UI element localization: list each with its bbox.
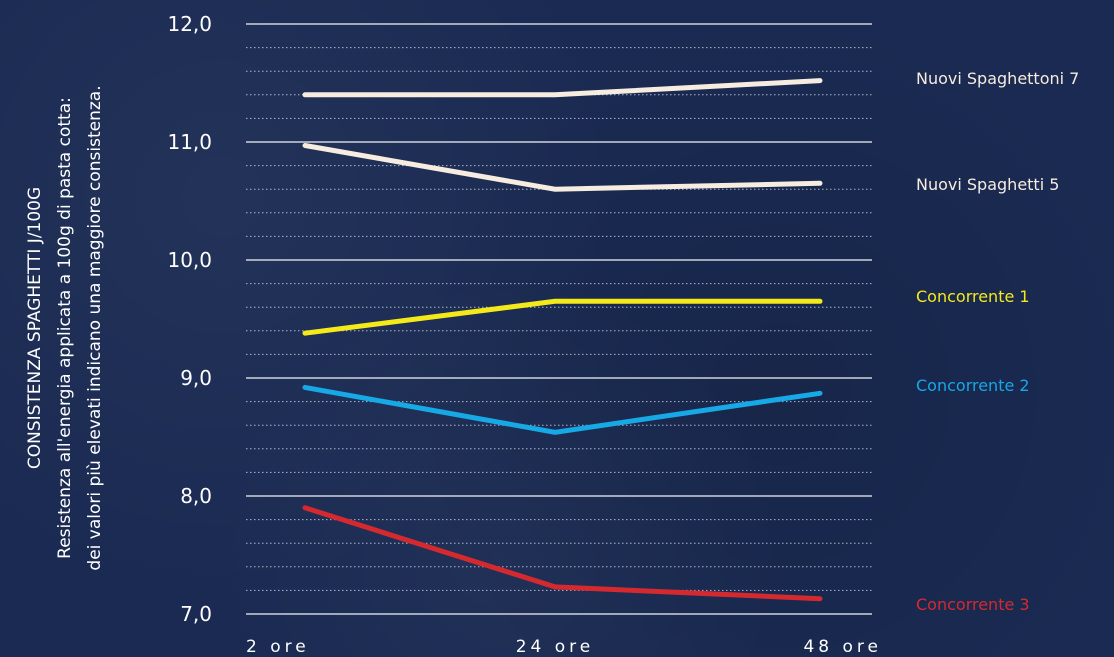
y-axis-ticks: 12,0 11,0 10,0 9,0 8,0 7,0 xyxy=(167,12,212,626)
y-axis-title: CONSISTENZA SPAGHETTI J/100G Resistenza … xyxy=(25,85,105,570)
x-tick-label: 2 ore xyxy=(246,637,310,657)
y-axis-label: CONSISTENZA SPAGHETTI J/100G xyxy=(25,187,45,469)
series-line-2 xyxy=(302,143,823,192)
y-tick-label: 7,0 xyxy=(180,602,212,626)
y-tick-label: 12,0 xyxy=(167,12,212,36)
x-tick-label: 24 ore xyxy=(516,637,595,657)
y-tick-label: 8,0 xyxy=(180,484,212,508)
x-tick-label: 48 ore xyxy=(803,637,882,657)
legend-entry-1: Nuovi Spaghettoni 7 xyxy=(916,69,1079,88)
series-line-1 xyxy=(302,78,823,98)
legend-entry-2: Nuovi Spaghetti 5 xyxy=(916,175,1059,194)
y-tick-label: 11,0 xyxy=(167,130,212,154)
series-line-4 xyxy=(302,384,823,435)
x-axis-ticks: 2 ore 24 ore 48 ore xyxy=(246,637,882,657)
legend-entry-3: Concorrente 1 xyxy=(916,287,1030,306)
series-line-5 xyxy=(302,505,823,602)
y-axis-sublabel-1: Resistenza all'energia applicata a 100g … xyxy=(55,97,75,559)
y-tick-label: 9,0 xyxy=(180,366,212,390)
series-line-3 xyxy=(302,298,823,336)
y-tick-label: 10,0 xyxy=(167,248,212,272)
legend-entry-5: Concorrente 3 xyxy=(916,595,1030,614)
legend: Nuovi Spaghettoni 7 Nuovi Spaghetti 5 Conc… xyxy=(916,69,1079,614)
y-axis-sublabel-2: dei valori più elevati indicano una magg… xyxy=(85,85,105,570)
legend-entry-4: Concorrente 2 xyxy=(916,376,1030,395)
grid xyxy=(246,23,872,615)
series-lines xyxy=(302,78,823,602)
